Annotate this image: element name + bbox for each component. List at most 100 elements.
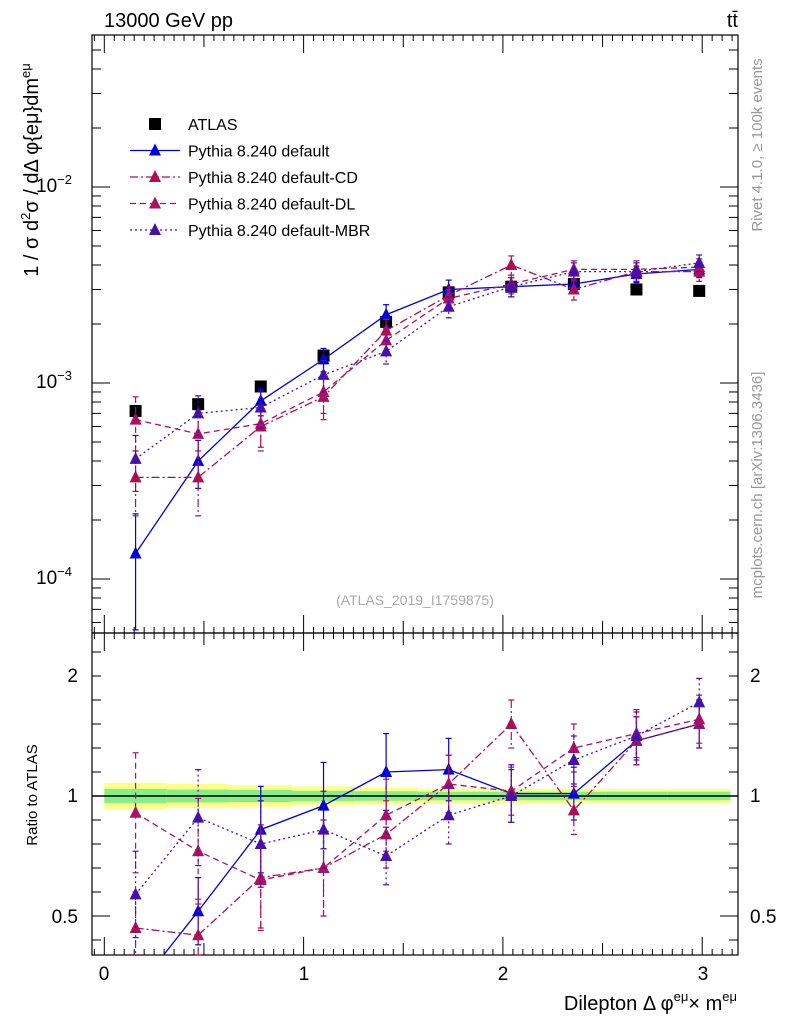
data-point	[380, 333, 393, 346]
series-layer	[129, 254, 706, 956]
ytick-exp: −2	[57, 172, 72, 187]
ratio-point	[129, 887, 142, 900]
ratio-point	[505, 789, 518, 801]
ratio-line	[135, 718, 700, 881]
legend-label: ATLAS	[188, 117, 238, 134]
ratio-point	[693, 712, 706, 725]
ratio-point	[630, 729, 643, 741]
ylabel-sup-emu: eμ	[18, 63, 33, 78]
xtick-label-0: 0	[99, 964, 110, 985]
legend-label: Pythia 8.240 default-MBR	[188, 223, 370, 240]
data-point	[505, 257, 518, 270]
ratio-ytick-0.5: 0.5	[52, 907, 78, 928]
ytick-exp: −3	[57, 368, 72, 383]
ratio-point	[442, 808, 455, 821]
ratio-point	[567, 803, 580, 816]
data-point	[693, 284, 706, 297]
xlabel-times: × m	[688, 993, 722, 1015]
series-pythia-8-240-default	[129, 261, 706, 631]
data-point	[192, 453, 205, 466]
ratio-series-pythia-8-240-default	[132, 699, 706, 956]
ratio-ytick-2: 2	[67, 666, 78, 687]
ratio-point	[254, 837, 267, 849]
legend-marker	[149, 170, 161, 182]
rivet-version-label: Rivet 4.1.0, ≥ 100k events	[749, 58, 766, 231]
data-point	[567, 282, 580, 295]
data-point	[442, 299, 455, 312]
ratio-point	[317, 822, 330, 835]
ratio-line	[135, 701, 700, 895]
series-pythia-8-240-default-cd	[129, 255, 706, 517]
series-atlas	[129, 277, 706, 417]
data-point	[192, 398, 205, 411]
ratio-panel-frame	[91, 632, 739, 956]
data-point	[129, 412, 142, 425]
legend-entry-3: Pythia 8.240 default-DL	[130, 196, 355, 214]
ratio-point	[505, 717, 518, 729]
ratio-point	[317, 798, 330, 811]
energy-label: 13000 GeV pp	[104, 10, 233, 32]
ratio-ytick-labels-right: 2 1 0.5	[750, 666, 776, 928]
series-line	[135, 266, 700, 435]
data-point	[192, 426, 205, 439]
ratio-point	[192, 928, 205, 941]
ratio-ylabel: Ratio to ATLAS	[24, 744, 41, 845]
series-line	[135, 262, 700, 460]
ratio-point	[380, 808, 393, 821]
process-label: tt̄	[727, 10, 739, 32]
legend-marker	[149, 196, 161, 209]
data-point	[380, 344, 393, 357]
legend-entry-1: Pythia 8.240 default	[130, 143, 330, 161]
ratio-point	[254, 873, 267, 885]
ratio-point	[129, 805, 142, 818]
data-point	[192, 406, 205, 419]
legend-entry-4: Pythia 8.240 default-MBR	[130, 223, 370, 240]
legend-marker	[149, 118, 161, 130]
data-point	[693, 255, 706, 268]
ytick-label-1e-2: 10−2	[36, 172, 72, 197]
ratio-axis-ticks	[92, 633, 738, 941]
ratio-ytick-labels-left: 2 1 0.5	[52, 666, 78, 928]
data-point	[317, 367, 330, 380]
series-line	[135, 268, 700, 554]
ytick-label-1e-4: 10−4	[36, 564, 72, 589]
xtick-labels: 0 1 2 3	[99, 964, 709, 985]
xtick-label-1: 1	[299, 964, 310, 985]
xlabel-sup2: eμ	[722, 989, 737, 1004]
data-point	[254, 393, 267, 406]
data-point	[129, 546, 142, 559]
ratio-line	[135, 723, 700, 936]
legend-label: Pythia 8.240 default-DL	[188, 197, 355, 214]
legend-label: Pythia 8.240 default	[188, 144, 330, 161]
xtick-label-3: 3	[698, 964, 709, 985]
series-pythia-8-240-default-dl	[129, 258, 706, 466]
ylabel-mid: σ / dΔ φ{eμ}dm	[21, 78, 43, 213]
ylabel-sup: 2	[18, 213, 33, 220]
legend-entry-2: Pythia 8.240 default-CD	[130, 170, 358, 187]
mcplots-label: mcplots.cern.ch [arXiv:1306.3436]	[749, 372, 766, 599]
ratio-ytick-2-right: 2	[750, 666, 761, 687]
ytick-exp: −4	[57, 564, 72, 579]
ratio-line	[162, 723, 700, 955]
legend-marker	[149, 223, 161, 235]
legend-entry-0: ATLAS	[149, 117, 238, 134]
ratio-series-pythia-8-240-default-mbr	[129, 677, 706, 939]
data-point	[192, 470, 205, 483]
xlabel-sup1: eμ	[674, 989, 689, 1004]
data-point	[630, 264, 643, 277]
ratio-ytick-1: 1	[67, 786, 78, 807]
series-pythia-8-240-default-mbr	[129, 254, 706, 492]
main-axis-ticks	[92, 35, 738, 955]
main-ytick-labels: 10−4 10−3 10−2	[36, 172, 72, 589]
data-point	[380, 307, 393, 320]
ytick-label-1e-3: 10−3	[36, 368, 72, 393]
data-point	[505, 279, 518, 292]
ratio-point	[380, 849, 393, 861]
data-point	[567, 264, 580, 277]
series-line	[135, 264, 700, 479]
ratio-point	[192, 810, 205, 823]
ratio-series-pythia-8-240-default-dl	[129, 694, 706, 929]
ratio-ytick-1-right: 1	[750, 786, 761, 807]
data-point	[317, 352, 330, 365]
